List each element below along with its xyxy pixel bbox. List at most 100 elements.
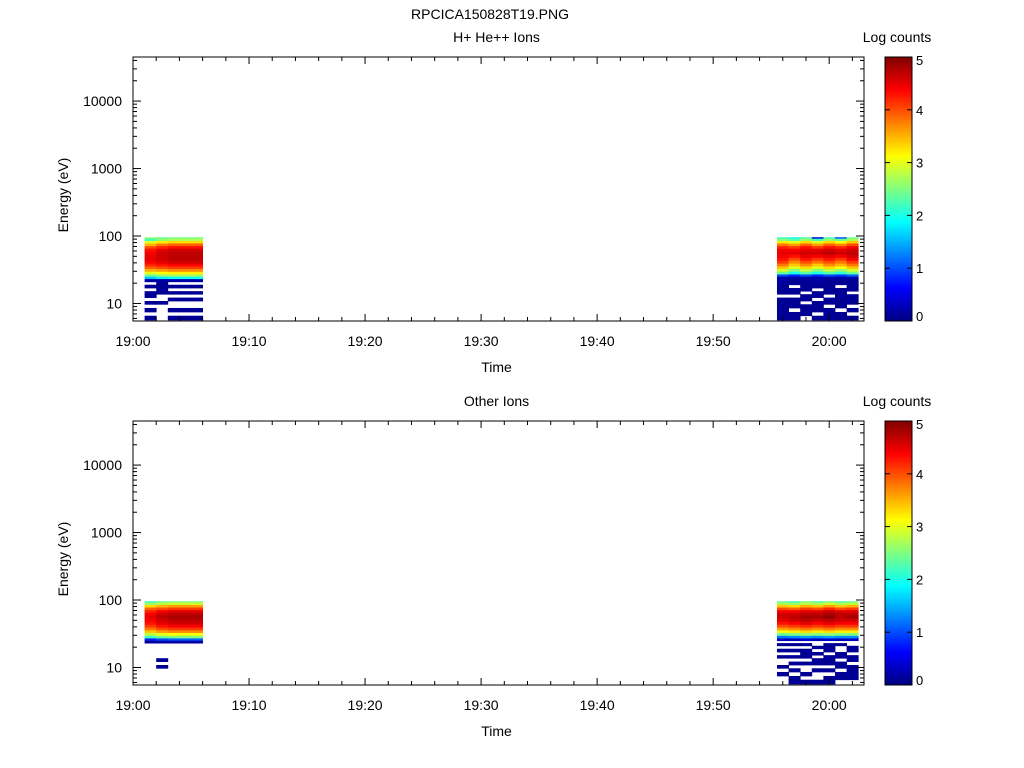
heatmap-cell: [846, 307, 859, 313]
heatmap-cell: [179, 315, 192, 321]
heatmap-cell: [800, 238, 813, 242]
heatmap-cell: [811, 624, 824, 629]
heatmap-cell: [144, 238, 157, 242]
heatmap-cell: [800, 274, 813, 278]
heatmap-cell: [788, 287, 801, 292]
heatmap-cell: [144, 640, 157, 644]
colorbar-tick-label: 4: [916, 103, 923, 118]
heatmap-cell: [800, 607, 813, 611]
heatmap-cell: [156, 627, 169, 631]
x-tick-label: 19:00: [115, 697, 150, 713]
heatmap-cell: [834, 618, 847, 623]
x-tick-label: 19:50: [696, 697, 731, 713]
x-tick-label: 19:40: [580, 697, 615, 713]
heatmap-cell: [144, 615, 157, 620]
heatmap-cell: [834, 624, 847, 629]
heatmap-cell: [823, 624, 836, 629]
heatmap-cell: [179, 254, 192, 259]
heatmap-cell: [179, 604, 192, 608]
heatmap-cell: [834, 604, 847, 608]
heatmap-cell: [834, 251, 847, 256]
heatmap-cell: [776, 251, 789, 256]
heatmap-cell: [156, 276, 169, 280]
heatmap-cell: [823, 284, 836, 289]
heatmap-cell: [776, 655, 789, 659]
heatmap-cell: [800, 266, 813, 270]
heatmap-cell: [776, 266, 789, 270]
heatmap-cell: [834, 266, 847, 270]
heatmap-cell: [834, 271, 847, 275]
heatmap-cell: [823, 243, 836, 247]
x-tick-label: 20:00: [812, 333, 847, 349]
heatmap-cell: [179, 251, 192, 256]
heatmap-cell: [834, 651, 847, 656]
heatmap-cell: [191, 284, 204, 289]
heatmap-cell: [167, 263, 180, 267]
colorbar-label: Log counts: [863, 393, 932, 409]
heatmap-cell: [167, 268, 180, 273]
heatmap-cell: [776, 615, 789, 620]
heatmap-cell: [191, 635, 204, 639]
heatmap-cell: [179, 297, 192, 302]
heatmap-cell: [846, 668, 859, 673]
heatmap-cell: [179, 237, 192, 240]
colorbar-tick-label: 5: [916, 417, 923, 432]
heatmap-cell: [834, 243, 847, 247]
heatmap-cell: [811, 661, 824, 666]
heatmap-cell: [834, 281, 847, 286]
heatmap-cell: [846, 237, 859, 240]
heatmap-cell: [846, 301, 859, 305]
heatmap-cell: [811, 238, 824, 242]
heatmap-cell: [167, 238, 180, 242]
heatmap-cell: [834, 274, 847, 278]
heatmap-cell: [191, 251, 204, 256]
heatmap-cell: [846, 276, 859, 280]
heatmap-cell: [788, 291, 801, 295]
heatmap-cell: [156, 602, 169, 606]
heatmap-cell: [179, 248, 192, 252]
heatmap-cell: [788, 274, 801, 278]
heatmap-cell: [846, 607, 859, 611]
heatmap-cell: [823, 266, 836, 270]
heatmap-cell: [846, 297, 859, 302]
heatmap-cell: [144, 630, 157, 634]
heatmap-cell: [788, 661, 801, 666]
heatmap-cell: [846, 601, 859, 604]
heatmap-cell: [800, 271, 813, 275]
heatmap-cell: [823, 655, 836, 659]
heatmap-cell: [167, 638, 180, 642]
heatmap-cell: [144, 624, 157, 629]
heatmap-cell: [156, 658, 169, 662]
heatmap-cell: [788, 266, 801, 270]
heatmap-cell: [179, 640, 192, 644]
heatmap-cell: [167, 274, 180, 278]
colorbar: 0 1 2 3 4 5 Log counts: [863, 393, 932, 688]
heatmap-cell: [834, 610, 847, 614]
heatmap-cell: [179, 238, 192, 242]
heatmap-cell: [167, 297, 180, 302]
heatmap-cell: [800, 237, 813, 240]
y-axis-label: Energy (eV): [55, 158, 71, 233]
heatmap-cell: [776, 238, 789, 242]
heatmap-cell: [776, 635, 789, 639]
heatmap-cell: [156, 632, 169, 637]
heatmap-cell: [191, 624, 204, 629]
heatmap-cell: [788, 246, 801, 250]
heatmap-cell: [800, 612, 813, 616]
heatmap-cell: [156, 279, 169, 283]
heatmap-cell: [776, 268, 789, 273]
heatmap-cell: [846, 645, 859, 650]
heatmap-cell: [191, 632, 204, 637]
heatmap-cell: [167, 635, 180, 639]
heatmap-cell: [800, 287, 813, 292]
heatmap-cell: [179, 632, 192, 637]
heatmap-cell: [156, 266, 169, 270]
heatmap-cell: [800, 254, 813, 259]
heatmap-cell: [811, 632, 824, 637]
heatmap-cell: [811, 315, 824, 321]
heatmap-cell: [823, 260, 836, 265]
heatmap-cell: [144, 284, 157, 289]
heatmap-cell: [144, 294, 157, 298]
heatmap-cell: [179, 601, 192, 604]
heatmap-cell: [834, 621, 847, 626]
